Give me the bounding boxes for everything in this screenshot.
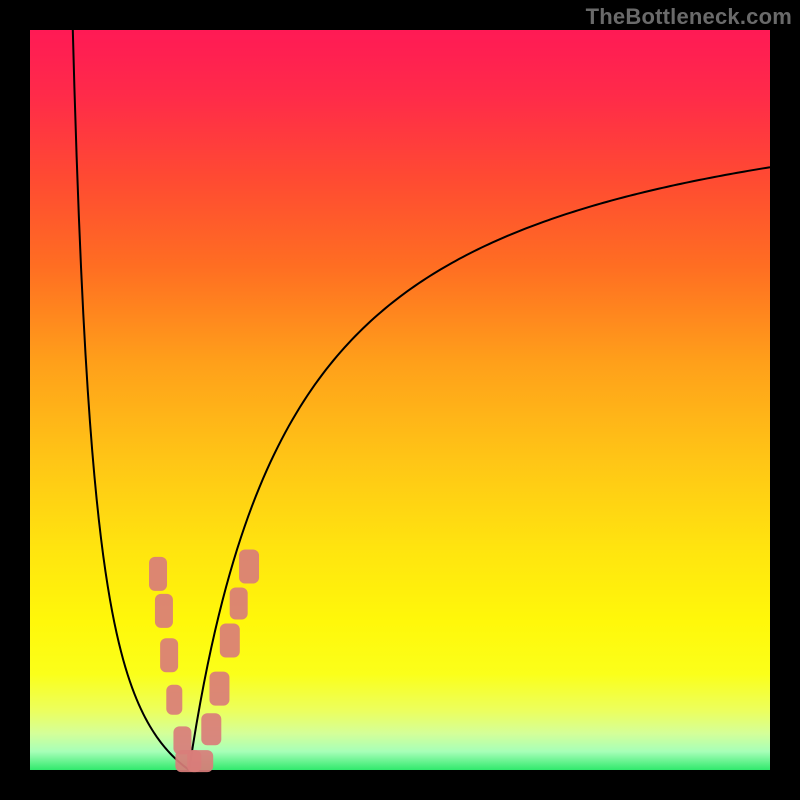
watermark-text: TheBottleneck.com [586,4,792,30]
plot-area [30,30,770,770]
data-marker [155,594,173,628]
data-marker [160,638,178,672]
data-marker [220,624,240,658]
data-marker [201,713,221,745]
data-marker [239,550,259,584]
curve-overlay [30,30,770,770]
data-marker [166,685,182,715]
data-marker [230,588,248,620]
data-marker [187,750,213,772]
data-marker [209,672,229,706]
chart-container: TheBottleneck.com [0,0,800,800]
data-marker [149,557,167,591]
curve-right [189,167,770,770]
